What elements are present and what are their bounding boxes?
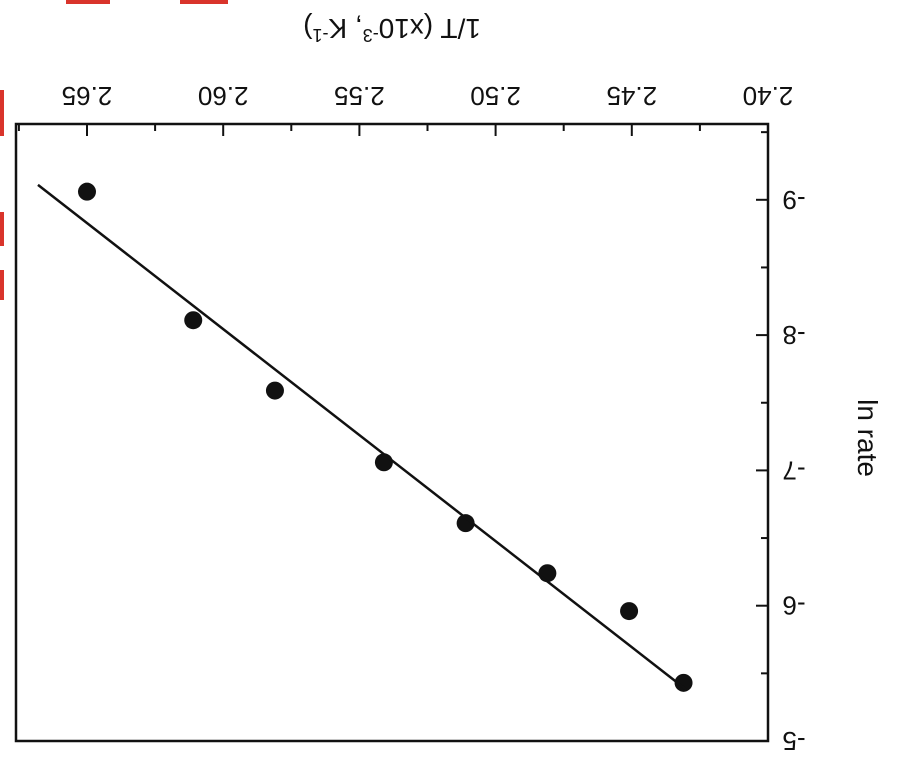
y-axis: -5 -6 -7 -8 -9	[756, 131, 806, 756]
y-tick-label: -9	[782, 185, 805, 215]
y-tick-label-group: -9	[782, 185, 805, 215]
y-tick-label-group: -8	[782, 320, 805, 350]
crop-mark	[66, 0, 110, 4]
crop-marks	[0, 0, 228, 300]
data-point	[374, 453, 393, 472]
x-axis-title-exp2: -1	[312, 25, 328, 45]
x-axis-title: 1/T (x10-3, K-1)	[303, 13, 481, 45]
x-tick-label: 2.50	[470, 81, 521, 111]
x-tick-label: 2.60	[198, 81, 249, 111]
x-tick-label: 2.55	[334, 81, 385, 111]
x-axis-title-main: 1/T (x10	[379, 13, 481, 44]
x-tick-label-group: 2.55	[334, 81, 385, 111]
x-tick-label-group: 2.40	[743, 81, 794, 111]
y-axis-title-group: ln rate	[852, 399, 883, 477]
x-tick-label: 2.40	[743, 81, 794, 111]
x-tick-label-group: 2.45	[606, 81, 657, 111]
data-point	[620, 602, 639, 621]
data-point	[184, 311, 203, 330]
x-axis-title-close: )	[303, 13, 312, 44]
x-tick-label-group: 2.65	[62, 81, 113, 111]
y-tick-label: -5	[782, 726, 805, 756]
y-tick-label: -7	[782, 455, 805, 485]
plot-frame	[14, 122, 770, 743]
crop-mark	[0, 212, 4, 246]
x-tick-label-group: 2.50	[470, 81, 521, 111]
x-tick-label: 2.45	[606, 81, 657, 111]
crop-mark	[180, 0, 228, 4]
y-tick-label: -6	[782, 591, 805, 621]
y-tick-label: -8	[782, 320, 805, 350]
data-point	[674, 673, 693, 692]
data-point	[265, 381, 284, 400]
y-tick-label-group: -7	[782, 455, 805, 485]
fit-line	[37, 183, 688, 691]
data-point	[78, 182, 96, 201]
plot-area	[37, 182, 693, 692]
crop-mark	[0, 90, 4, 136]
x-axis-title-exp1: -3	[363, 25, 379, 45]
y-axis-title: ln rate	[852, 399, 883, 477]
crop-mark	[0, 270, 4, 300]
x-tick-label: 2.65	[62, 81, 113, 111]
x-axis: 2.40 2.45 2.50 2.55 2.60 2.65	[17, 81, 794, 136]
x-axis-title-group: 1/T (x10-3, K-1)	[303, 13, 481, 45]
data-point	[538, 564, 557, 583]
y-tick-label-group: -5	[782, 726, 805, 756]
x-axis-title-mid: , K	[328, 13, 363, 44]
data-point	[456, 514, 475, 533]
y-tick-label-group: -6	[782, 591, 805, 621]
x-tick-label-group: 2.60	[198, 81, 249, 111]
